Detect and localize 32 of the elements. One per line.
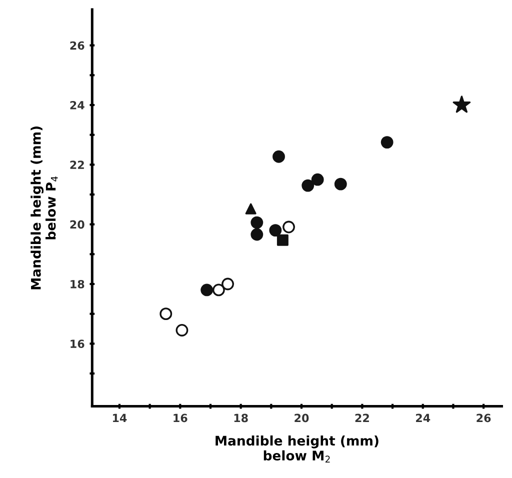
x-tick-label: 18 xyxy=(234,414,248,422)
point xyxy=(302,179,314,192)
y-tick-label: 22 xyxy=(70,160,84,169)
point xyxy=(222,278,234,290)
y-axis-title: Mandible height (mm) below P$_{4}$ xyxy=(30,126,58,290)
point xyxy=(250,228,264,241)
x-tick-label: 16 xyxy=(174,414,188,422)
point xyxy=(269,224,282,237)
y-tick-label: 20 xyxy=(70,220,84,229)
point xyxy=(272,150,285,163)
point xyxy=(311,173,324,186)
x-tick-label: 22 xyxy=(355,414,369,422)
y-tick-label: 16 xyxy=(70,340,84,348)
point xyxy=(212,284,225,296)
x-axis-title: Mandible height (mm) below M$_{2}$ xyxy=(216,435,378,463)
point xyxy=(452,96,471,113)
point xyxy=(245,203,256,214)
point xyxy=(250,216,264,229)
x-tick-label: 20 xyxy=(294,414,309,422)
point xyxy=(380,136,394,149)
point xyxy=(282,220,295,234)
point xyxy=(200,284,214,296)
x-tick-label: 26 xyxy=(476,414,491,422)
y-tick-label: 18 xyxy=(70,280,84,288)
y-tick-label: 24 xyxy=(70,100,84,110)
point xyxy=(276,234,288,246)
x-tick-label: 14 xyxy=(112,414,127,422)
point xyxy=(334,178,347,190)
point xyxy=(176,324,188,336)
x-tick-label: 24 xyxy=(416,414,430,422)
y-tick-label: 26 xyxy=(70,41,84,50)
point xyxy=(160,308,172,320)
